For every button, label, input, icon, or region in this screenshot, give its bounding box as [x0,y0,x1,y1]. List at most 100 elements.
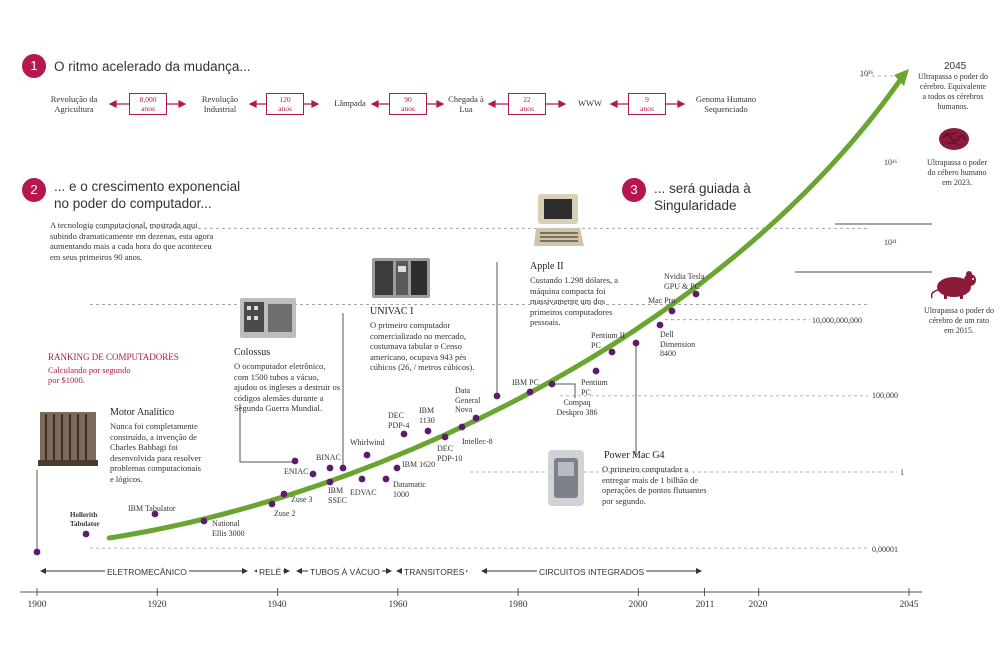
interval-box: 120 anos [266,93,304,115]
step-3-badge: 3 [622,178,646,202]
step-3-title: ... será guiada à Singularidade [654,181,751,213]
colossus-text: O ocomputador eletrônico, com 1500 tubos… [234,361,340,413]
step-2-title: ... e o crescimento exponencial no poder … [54,179,241,211]
powermac-text: O primeiro computador a entregar mais de… [602,464,707,506]
data-point [82,530,90,538]
data-point [400,430,408,438]
trend-curve [106,73,906,541]
era-arrow-left [396,568,402,574]
point-label: IBM SSEC [328,486,348,505]
apple-text: Custando 1.298 dólares, a máquina compac… [530,275,619,327]
data-point [493,392,501,400]
data-point [280,490,288,498]
mouse-icon [930,271,976,299]
x-tick-label: 1940 [267,600,287,610]
point-label: Mac Pro [648,296,676,305]
data-point [358,475,366,483]
point-label: Pentium PC [581,378,608,397]
colossus-leader [239,404,295,463]
human-brain-label: Ultrapassa o poder do cébero humano em 2… [927,158,987,187]
data-point [656,321,664,329]
univac-title: UNIVAC I [370,306,414,317]
intro-text: A tecnologia computacional, mostrada aqu… [50,220,214,262]
era-arrow-right [696,568,702,574]
all-brains-label: Ultrapassa o poder do cérebro. Equivalen… [918,72,988,111]
point-label: Compaq Deskpro 386 [556,398,598,417]
point-label: IBM 1130 [419,406,435,425]
colossus-image [240,298,296,338]
point-label: Data General Nova [455,386,481,414]
interval-box: 22 anos [508,93,546,115]
top-year-label: 2045 [944,61,967,72]
event-label: WWW [577,98,603,108]
data-point [200,517,208,525]
data-point [291,457,299,465]
point-label: DEC PDP-4 [388,411,410,430]
data-point [632,339,640,347]
trend-arrowhead [894,69,909,86]
data-point [339,464,347,472]
era-label: TUBOS À VÁCUO [308,567,382,577]
point-label: Dell Dimension 8400 [660,330,696,358]
point-label: Datamatic 1000 [393,480,426,499]
era-arrow-left [40,568,46,574]
era-arrow-left [296,568,302,574]
data-point [363,451,371,459]
colossus-title: Colossus [234,347,271,358]
x-tick-label: 1960 [388,600,408,610]
interval-box: 8,000 anos [129,93,167,115]
event-label: Lâmpada [334,98,366,108]
data-point [668,307,676,315]
point-label: BINAC [316,453,341,462]
x-tick-label: 1980 [508,600,528,610]
data-point [33,548,41,556]
event-label: Revolução da Agricultura [50,94,98,114]
brain-icon [939,128,969,150]
x-tick-label: 2045 [899,600,919,610]
interval-box: 9 anos [628,93,666,115]
x-tick-label: 2011 [695,600,715,610]
point-label: National Ellis 3000 [212,519,245,538]
x-tick-label: 2020 [748,600,768,610]
era-label: ELETROMECÂNICO [105,567,189,577]
point-label: IBM PC [512,378,539,387]
data-point [326,478,334,486]
data-point [608,348,616,356]
data-point [458,423,466,431]
event-label: Chegada à Lua [448,94,484,114]
point-label: Intellec-8 [462,437,493,446]
power-mac-image [548,450,584,506]
event-label: Genoma Humano Sequenciado [695,94,757,114]
x-tick-label: 1920 [147,600,167,610]
step-2-badge: 2 [22,178,46,202]
data-point [472,414,480,422]
step-1-title: O ritmo acelerado da mudança... [54,59,251,74]
era-arrow-right [242,568,248,574]
era-arrow-right [284,568,290,574]
era-label: TRANSITORES [402,567,467,577]
data-point [441,433,449,441]
y-tick-label: 1 [900,468,904,477]
apple-title: Apple II [530,261,564,272]
motor-title: Motor Analítico [110,407,175,418]
event-label: Revolução Industrial [201,94,239,114]
era-label: CIRCUITOS INTEGRADOS [537,567,647,577]
point-label: Zuse 2 [274,509,296,518]
point-label: Whirlwind [350,438,385,447]
x-tick-label: 2000 [628,600,648,610]
compaq-leader [552,383,576,398]
data-point [151,510,159,518]
x-tick-label: 1900 [27,600,47,610]
data-point [548,380,556,388]
point-label: ENIAC [284,467,309,476]
point-label: Hollerith Tabulator [70,511,100,528]
data-point [393,464,401,472]
step-1-badge: 1 [22,54,46,78]
data-point [692,290,700,298]
era-arrow-right [386,568,392,574]
era-arrow-left [481,568,487,574]
data-point [592,367,600,375]
data-point [424,427,432,435]
mouse-brain-label: Ultrapassa o poder do cérebro de um rato… [924,306,994,335]
interval-box: 90 anos [389,93,427,115]
